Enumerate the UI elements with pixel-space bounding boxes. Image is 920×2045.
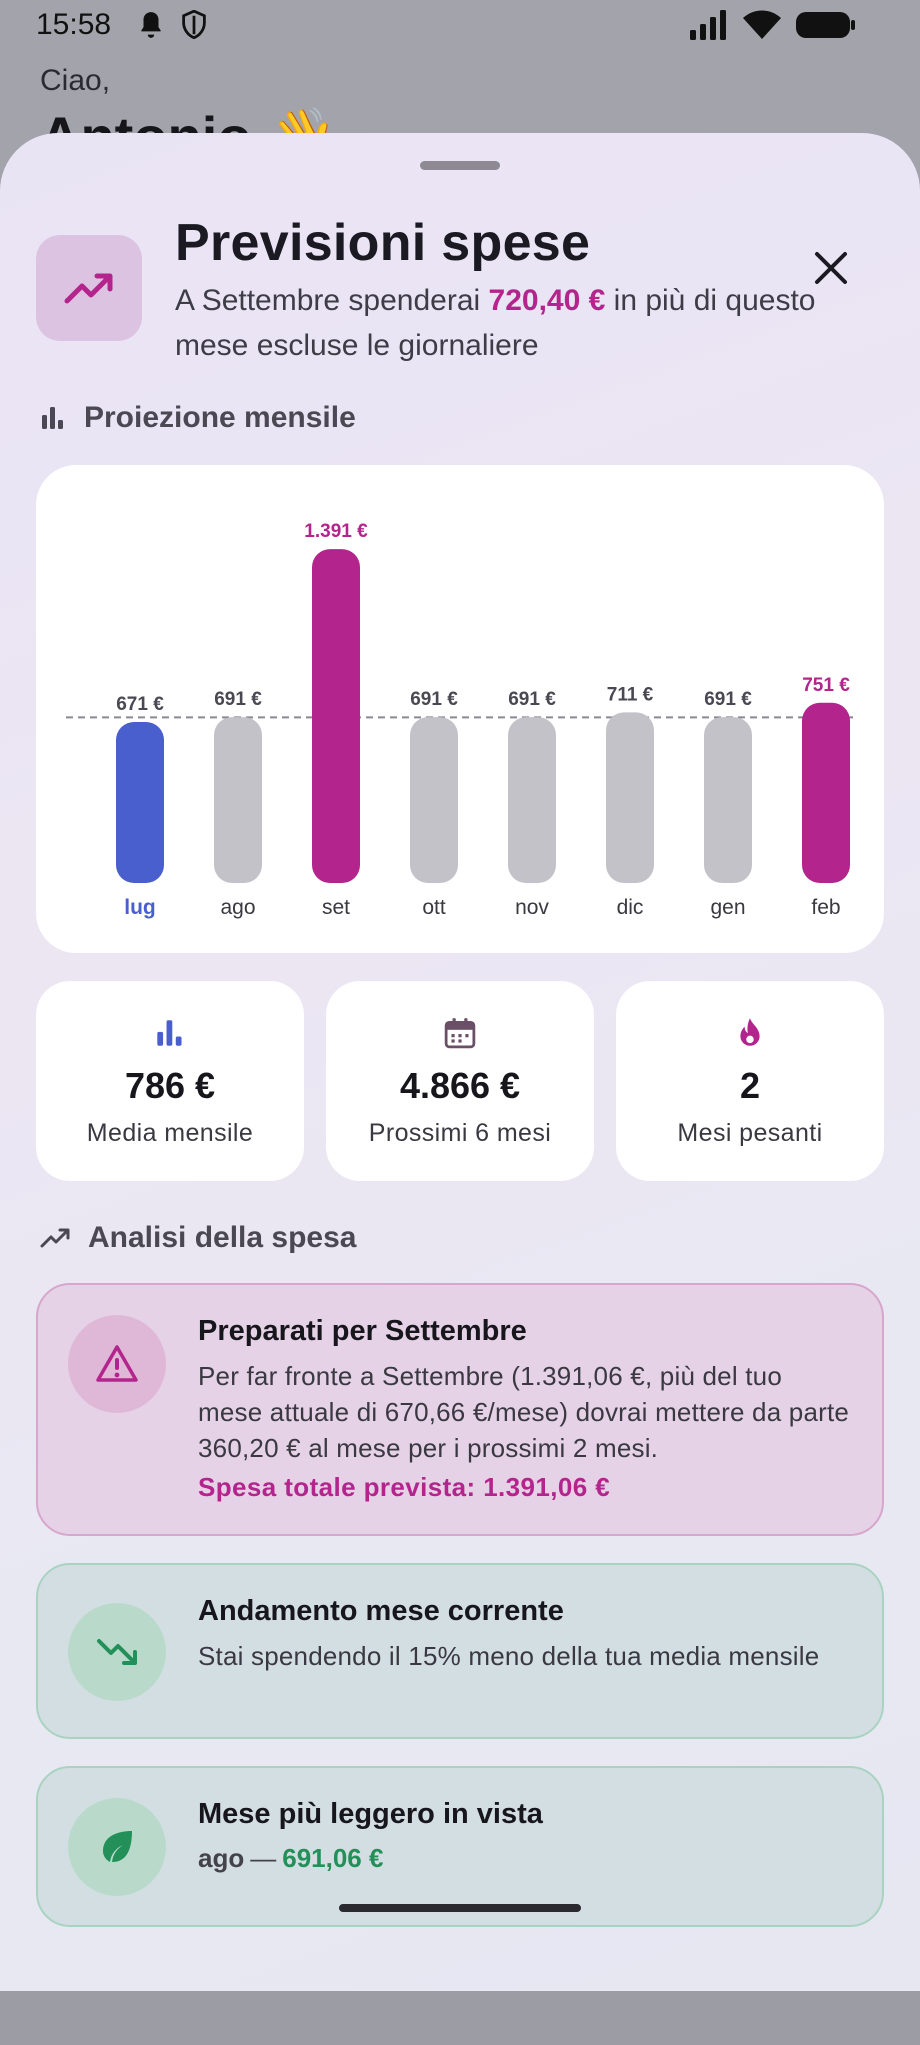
forecast-summary: A Settembre spenderai 720,40 € in più di… [175,278,875,368]
category-label-ott: ott [422,896,446,919]
stat-value: 4.866 € [399,1065,521,1106]
summary-amount: 720,40 € [488,284,606,317]
close-icon [815,252,847,284]
stat-value: 2 [739,1065,761,1106]
value-label-lug: 671 € [116,694,164,715]
value-label-dic: 711 € [607,684,654,705]
category-label-dic: dic [617,896,644,919]
stat-label: Mesi pesanti [677,1119,823,1147]
lightest-month-value: 691,06 € [282,1843,384,1873]
stat-label: Prossimi 6 mesi [368,1119,552,1147]
bar-ago[interactable] [214,717,262,883]
trending-down-icon-badge [68,1603,166,1701]
bell-icon [141,12,161,38]
summary-text-start: A Settembre spenderai [175,284,489,317]
leaf-icon [103,1831,132,1862]
card-total: Spesa totale prevista: 1.391,06 € [198,1472,611,1502]
prepare-september-card[interactable]: Preparati per Settembre Per far fronte a… [36,1283,884,1536]
category-label-set: set [322,896,350,919]
stat-monthly-average: 786 € Media mensile [36,981,304,1181]
value-label-feb: 751 € [802,675,850,696]
bar-chart-icon [42,407,63,429]
current-month-trend-card[interactable]: Andamento mese corrente Stai spendendo i… [36,1563,884,1739]
status-time: 15:58 [36,8,112,41]
trending-down-icon [97,1639,137,1665]
monthly-projection-chart: 671 € lug 691 € ago 1.391 € set 691 € ott 691 € n… [36,465,884,953]
card-text: Stai spendendo il 15% meno della tua med… [198,1641,820,1671]
category-label-ago: ago [220,896,255,919]
warning-icon [96,1345,138,1382]
trending-up-icon [40,1228,70,1248]
status-bar: 15:58 [0,0,920,54]
chart-canvas: 671 € lug 691 € ago 1.391 € set 691 € ott 691 € n… [66,521,854,919]
category-label-gen: gen [710,896,745,919]
section-analysis-label: Analisi della spesa [88,1221,357,1254]
card-title: Andamento mese corrente [198,1595,564,1627]
lightest-month-card[interactable]: Mese più leggero in vista ago —691,06 € [36,1766,884,1927]
warning-icon-badge [68,1315,166,1413]
bar-nov[interactable] [508,717,556,883]
bar-dic[interactable] [606,712,654,883]
wifi-icon [743,10,781,39]
navigation-bar [0,1991,920,2045]
trending-up-icon [36,235,142,341]
shield-icon [182,10,206,40]
stats-row: 786 € Media mensile 4.866 € Prossimi 6 m… [36,981,884,1181]
summary-text-end: in più di questo mese escluse le giornal… [175,284,816,362]
category-label-lug: lug [124,896,156,919]
sheet-drag-handle[interactable] [420,161,500,170]
page-title: Previsioni spese [175,214,591,272]
section-projection-label: Proiezione mensile [84,401,356,434]
value-label-set: 1.391 € [304,521,368,542]
close-button[interactable] [806,243,856,293]
battery-icon [796,12,855,38]
section-analysis: Analisi della spesa [40,1221,356,1255]
value-label-ott: 691 € [410,689,458,710]
forecast-bottom-sheet: Previsioni spese A Settembre spenderai 7… [0,133,920,1991]
stat-label: Media mensile [86,1119,254,1147]
section-projection: Proiezione mensile [40,401,356,435]
value-label-gen: 691 € [704,689,752,710]
bar-set[interactable] [312,549,360,883]
lightest-month-line: ago —691,06 € [198,1843,852,1874]
value-label-nov: 691 € [508,689,556,710]
value-label-ago: 691 € [214,689,262,710]
leaf-icon-badge [68,1798,166,1896]
bar-lug[interactable] [116,721,164,883]
bar-ott[interactable] [410,717,458,883]
home-indicator[interactable] [339,1904,581,1912]
stat-next-6-months: 4.866 € Prossimi 6 mesi [326,981,594,1181]
stat-value: 786 € [124,1065,216,1106]
flame-icon [740,1018,760,1046]
greeting: Ciao, [40,64,111,97]
card-title: Preparati per Settembre [198,1315,527,1347]
card-text: Per far fronte a Settembre (1.391,06 €, … [198,1361,850,1463]
category-label-feb: feb [811,896,840,919]
bar-chart-icon [157,1020,182,1046]
lightest-month: ago [198,1843,245,1873]
bar-feb[interactable] [802,702,850,883]
card-title: Mese più leggero in vista [198,1798,543,1830]
calendar-icon [444,1018,476,1049]
stat-heavy-months: 2 Mesi pesanti [616,981,884,1181]
separator: — [250,1843,277,1873]
signal-icon [690,10,726,40]
category-label-nov: nov [515,896,549,919]
bar-gen[interactable] [704,717,752,883]
